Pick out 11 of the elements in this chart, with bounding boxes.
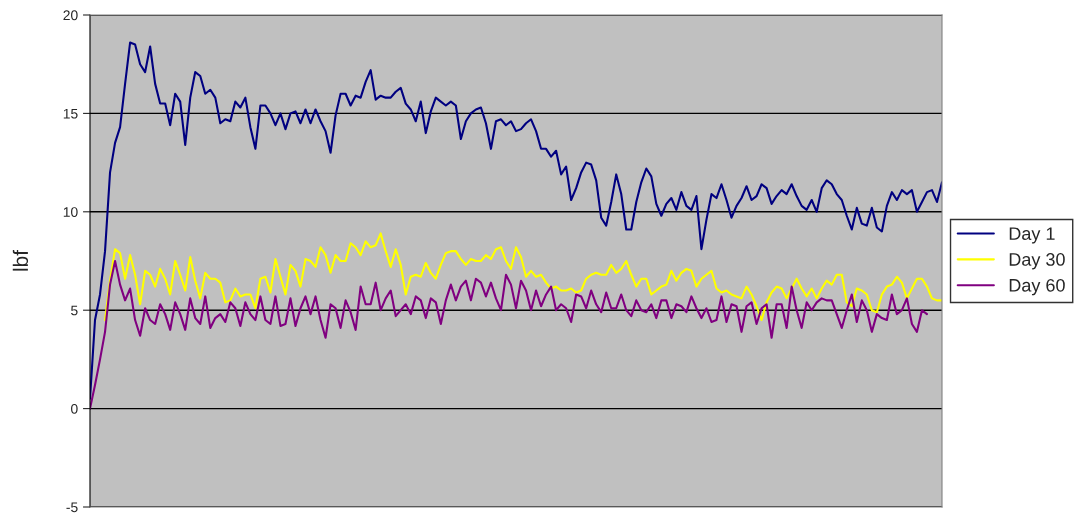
y-axis-title: lbf [12, 249, 29, 271]
legend-label: Day 30 [1009, 253, 1065, 270]
legend-label: Day 60 [1009, 278, 1065, 296]
y-tick-label: 15 [63, 108, 78, 119]
y-tick-label: 0 [71, 403, 78, 414]
y-tick-label: 10 [63, 207, 78, 217]
y-tick-label: 5 [71, 305, 78, 316]
y-tick-label: 20 [63, 10, 78, 21]
line-series [104, 232, 942, 322]
legend-label: Day 1 [1009, 227, 1055, 244]
y-tick-label: -5 [66, 502, 78, 513]
